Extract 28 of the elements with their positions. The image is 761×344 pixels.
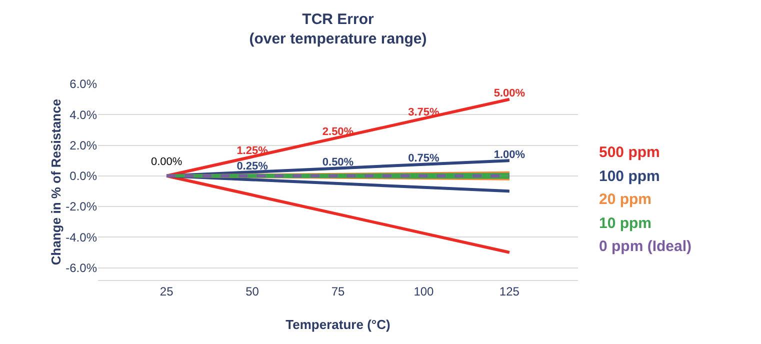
y-tick-label: 2.0% (70, 138, 98, 152)
data-label: 1.00% (494, 148, 526, 161)
text: 0 ppm (Ideal) (599, 238, 692, 255)
x-tick-label: 75 (331, 284, 345, 298)
text: 20 ppm (599, 191, 652, 208)
annotation: 0.00% (151, 156, 182, 168)
text: 500 ppm (599, 144, 660, 161)
y-tick-label: 4.0% (70, 108, 98, 122)
x-tick-label: 125 (499, 284, 520, 298)
y-axis-title: Change in % of Resistance (48, 98, 64, 266)
y-tick-label: -2.0% (66, 200, 98, 214)
x-tick-label: 50 (246, 284, 260, 298)
text: 10 ppm (599, 215, 652, 232)
data-label: 0.75% (408, 152, 440, 165)
data-label: 3.75% (408, 106, 440, 119)
x-axis-title: Temperature (°C) (286, 317, 390, 332)
y-tick-label: 0.0% (70, 169, 98, 184)
chart-title: TCR Error (over temperature range) (249, 11, 427, 48)
text: 100 ppm (599, 168, 660, 185)
y-tick-label: 6.0% (70, 77, 98, 92)
data-label: 2.50% (322, 126, 354, 138)
data-label: 5.00% (494, 88, 526, 100)
x-tick-label: 25 (160, 284, 174, 298)
data-label: 0.25% (236, 160, 268, 172)
y-tick-label: -6.0% (66, 260, 98, 275)
x-tick-label: 100 (414, 284, 434, 298)
y-tick-label: -4.0% (66, 230, 98, 244)
data-label: 0.50% (322, 156, 354, 168)
